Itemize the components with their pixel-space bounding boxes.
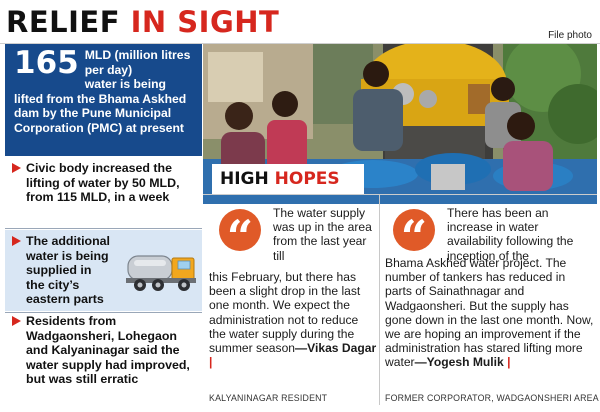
header: RELIEF IN SIGHT File photo bbox=[0, 0, 600, 44]
water-tanker-icon bbox=[126, 255, 196, 291]
quote-text-bottom: this February, but there has been a slig… bbox=[209, 270, 361, 356]
bullet-fact: Residents from Wadgaonsheri, Lohegaon an… bbox=[5, 314, 202, 410]
quote-text: The water supply was up in the area from… bbox=[273, 206, 372, 263]
quote-text-continued: this February, but there has been a slig… bbox=[209, 270, 377, 369]
speaker-role: FORMER CORPORATOR, WADGAONSHERI AREA bbox=[385, 393, 599, 403]
quote-text: There has been an increase in water avai… bbox=[447, 206, 574, 263]
bullet-text: Civic body increased the lifting of wate… bbox=[26, 161, 180, 205]
section-title: HIGH HOPES bbox=[212, 164, 364, 194]
speaker-role: KALYANINAGAR RESIDENT bbox=[209, 393, 328, 403]
bullet-text: Residents from Wadgaonsheri, Lohegaon an… bbox=[26, 314, 190, 387]
section-title-part1: HIGH bbox=[220, 169, 269, 189]
divider bbox=[5, 228, 202, 229]
quote-text-continued: Bhama Askhed water project. The number o… bbox=[385, 256, 595, 370]
pipe-separator: | bbox=[507, 355, 511, 370]
quote-speaker: —Yogesh Mulik bbox=[414, 355, 504, 370]
divider bbox=[379, 195, 380, 405]
bullet-text: The additional water is being supplied i… bbox=[26, 234, 110, 307]
arrow-bullet-icon bbox=[12, 163, 21, 173]
headline: RELIEF IN SIGHT bbox=[6, 3, 279, 41]
divider bbox=[5, 312, 202, 313]
lead-number: 165 bbox=[14, 45, 79, 81]
photo-credit: File photo bbox=[548, 30, 592, 41]
pipe-separator: | bbox=[209, 355, 213, 370]
section-title-part2: HOPES bbox=[274, 169, 340, 189]
arrow-bullet-icon bbox=[12, 316, 21, 326]
quote-text-bottom: Bhama Askhed water project. The number o… bbox=[385, 256, 594, 370]
lead-text: water is being lifted from the Bhama Ask… bbox=[14, 77, 187, 135]
bullet-fact: The additional water is being supplied i… bbox=[5, 230, 202, 311]
lead-unit: MLD (million litres per day) bbox=[84, 48, 191, 77]
news-photo bbox=[203, 44, 597, 204]
lead-fact-box: 165 MLD (million litres per day) water i… bbox=[5, 44, 202, 156]
headline-part1: RELIEF bbox=[6, 5, 121, 39]
headline-part2: IN SIGHT bbox=[130, 5, 280, 39]
arrow-bullet-icon bbox=[12, 236, 21, 246]
quotes-panel: “ The water supply was up in the area fr… bbox=[203, 194, 599, 407]
bullet-fact: Civic body increased the lifting of wate… bbox=[5, 161, 202, 227]
facts-column: 165 MLD (million litres per day) water i… bbox=[5, 44, 202, 412]
quote-mark-icon: “ bbox=[393, 209, 435, 263]
quote-speaker: —Vikas Dagar bbox=[295, 341, 377, 356]
quote-mark-icon: “ bbox=[219, 209, 261, 263]
